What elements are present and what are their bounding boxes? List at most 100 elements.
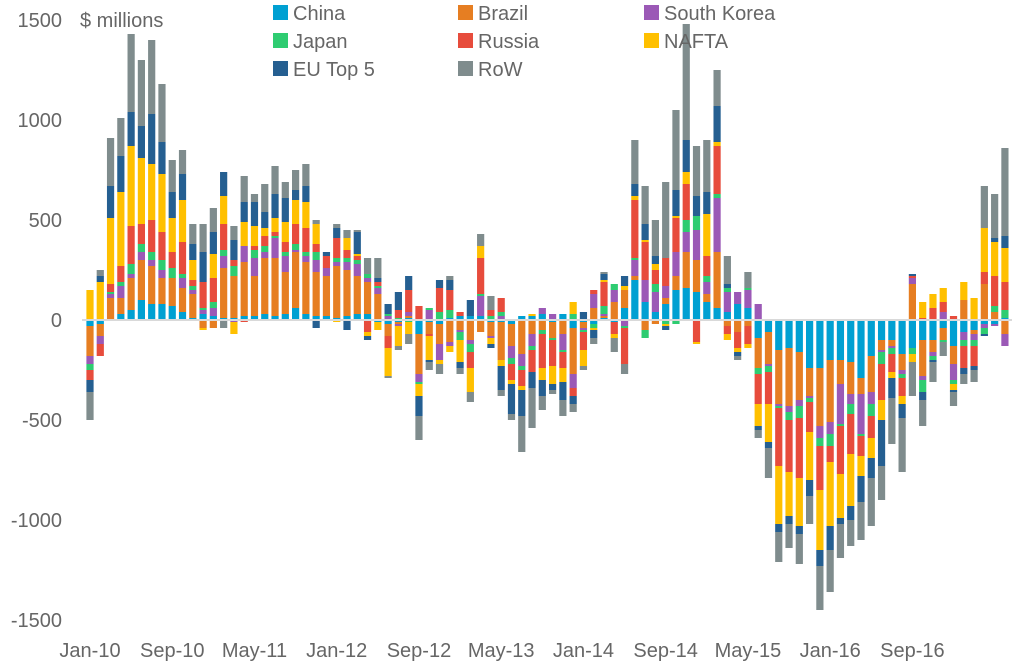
bar-segment-russia bbox=[960, 346, 968, 368]
bar-segment-brazil bbox=[137, 260, 145, 300]
bar-segment-south-korea bbox=[929, 352, 937, 356]
bar-segment-row bbox=[168, 160, 176, 192]
bar-segment-nafta bbox=[795, 478, 803, 526]
bar-segment-russia bbox=[991, 276, 999, 306]
bar-segment-japan bbox=[610, 284, 618, 290]
bar-segment-japan bbox=[353, 260, 361, 264]
bar-segment-nafta bbox=[374, 322, 382, 330]
bar-segment-brazil bbox=[877, 340, 886, 350]
bar-segment-russia bbox=[806, 402, 814, 432]
bar-segment-japan bbox=[487, 316, 495, 320]
bar-segment-russia bbox=[651, 270, 659, 284]
bar-segment-china bbox=[199, 314, 207, 320]
bar-segment-nafta bbox=[1001, 248, 1009, 282]
bar-segment-row bbox=[806, 496, 814, 524]
bar-segment-russia bbox=[302, 228, 310, 252]
bar-segment-south-korea bbox=[220, 256, 228, 268]
y-tick-label: 1500 bbox=[18, 10, 63, 32]
bar-segment-nafta bbox=[281, 222, 289, 242]
bar-segment-china bbox=[261, 314, 269, 320]
bar-segment-china bbox=[836, 320, 845, 360]
bar-segment-japan bbox=[199, 308, 207, 310]
bar-segment-row bbox=[579, 366, 588, 370]
bar-segment-china bbox=[343, 316, 351, 320]
bar-segment-russia bbox=[723, 326, 731, 334]
bar-segment-south-korea bbox=[867, 392, 875, 404]
bar-segment-russia bbox=[908, 276, 916, 278]
bar-segment-row bbox=[271, 166, 279, 194]
bar-segment-brazil bbox=[343, 270, 351, 316]
bar-segment-eu-top-5 bbox=[641, 224, 649, 240]
bar-segment-china bbox=[692, 292, 701, 320]
x-tick-label: Sep-14 bbox=[633, 640, 698, 662]
bar-segment-south-korea bbox=[857, 394, 865, 434]
bar-segment-brazil bbox=[353, 276, 361, 314]
bar-segment-nafta bbox=[610, 334, 618, 338]
bar-segment-eu-top-5 bbox=[333, 228, 341, 238]
bar-segment-russia bbox=[292, 224, 300, 244]
bar-segment-row bbox=[785, 524, 793, 548]
bar-segment-china bbox=[806, 320, 814, 368]
bar-segment-south-korea bbox=[343, 262, 351, 270]
bar-segment-row bbox=[949, 392, 958, 406]
bar-segment-south-korea bbox=[775, 404, 783, 406]
bar-segment-brazil bbox=[857, 378, 865, 394]
bar-segment-china bbox=[919, 320, 927, 340]
bar-segment-nafta bbox=[250, 226, 259, 246]
bar-segment-brazil bbox=[806, 368, 814, 396]
bar-segment-nafta bbox=[168, 218, 176, 252]
bar-segment-eu-top-5 bbox=[250, 202, 259, 226]
bar-segment-japan bbox=[723, 288, 731, 292]
bar-segment-brazil bbox=[970, 330, 978, 334]
bar-segment-south-korea bbox=[785, 406, 793, 412]
bar-segment-south-korea bbox=[682, 232, 690, 252]
bar-segment-eu-top-5 bbox=[168, 192, 176, 218]
bar-segment-china bbox=[384, 320, 392, 324]
bar-segment-china bbox=[312, 316, 320, 320]
bar-segment-brazil bbox=[394, 322, 402, 324]
bar-segment-russia bbox=[754, 374, 762, 404]
bar-segment-china bbox=[271, 316, 279, 320]
bar-segment-japan bbox=[435, 312, 444, 320]
bar-segment-nafta bbox=[651, 264, 659, 270]
bar-segment-china bbox=[250, 316, 259, 320]
bar-segment-china bbox=[744, 308, 752, 320]
bar-segment-brazil bbox=[847, 362, 855, 394]
bar-segment-russia bbox=[261, 236, 269, 246]
bar-segment-brazil bbox=[96, 324, 104, 336]
bar-segment-brazil bbox=[672, 276, 680, 290]
bar-segment-nafta bbox=[189, 260, 197, 280]
bar-segment-brazil bbox=[86, 326, 94, 356]
bar-segment-row bbox=[86, 392, 94, 420]
bar-segment-eu-top-5 bbox=[579, 312, 588, 320]
bar-segment-south-korea bbox=[662, 286, 670, 298]
bar-segment-nafta bbox=[302, 202, 310, 228]
bar-segment-russia bbox=[528, 350, 536, 372]
bar-segment-south-korea bbox=[240, 246, 248, 262]
bar-segment-russia bbox=[867, 416, 875, 438]
bar-segment-russia bbox=[343, 250, 351, 258]
bar-segment-row bbox=[991, 194, 999, 238]
bar-segment-south-korea bbox=[106, 294, 115, 298]
y-tick-label: -500 bbox=[22, 410, 62, 432]
bar-segment-nafta bbox=[394, 326, 402, 346]
bar-segment-nafta bbox=[641, 240, 649, 242]
bar-segment-japan bbox=[929, 356, 937, 360]
bar-segment-row bbox=[127, 34, 135, 112]
bar-segment-row bbox=[425, 362, 433, 370]
bar-segment-nafta bbox=[867, 438, 875, 458]
bar-segment-row bbox=[929, 362, 937, 382]
bar-segment-japan bbox=[374, 286, 382, 288]
bar-segment-south-korea bbox=[991, 324, 999, 326]
bar-segment-eu-top-5 bbox=[847, 506, 855, 520]
bar-segment-brazil bbox=[106, 298, 115, 320]
bar-segment-south-korea bbox=[209, 308, 217, 316]
bar-segment-brazil bbox=[826, 360, 834, 422]
bar-segment-japan bbox=[744, 288, 752, 290]
bar-segment-japan bbox=[209, 302, 217, 308]
bar-segment-row bbox=[713, 70, 721, 106]
x-tick-label: Sep-12 bbox=[387, 640, 452, 662]
bar-segment-south-korea bbox=[96, 336, 104, 344]
bar-segment-eu-top-5 bbox=[240, 202, 248, 222]
bar-segment-japan bbox=[549, 338, 557, 340]
